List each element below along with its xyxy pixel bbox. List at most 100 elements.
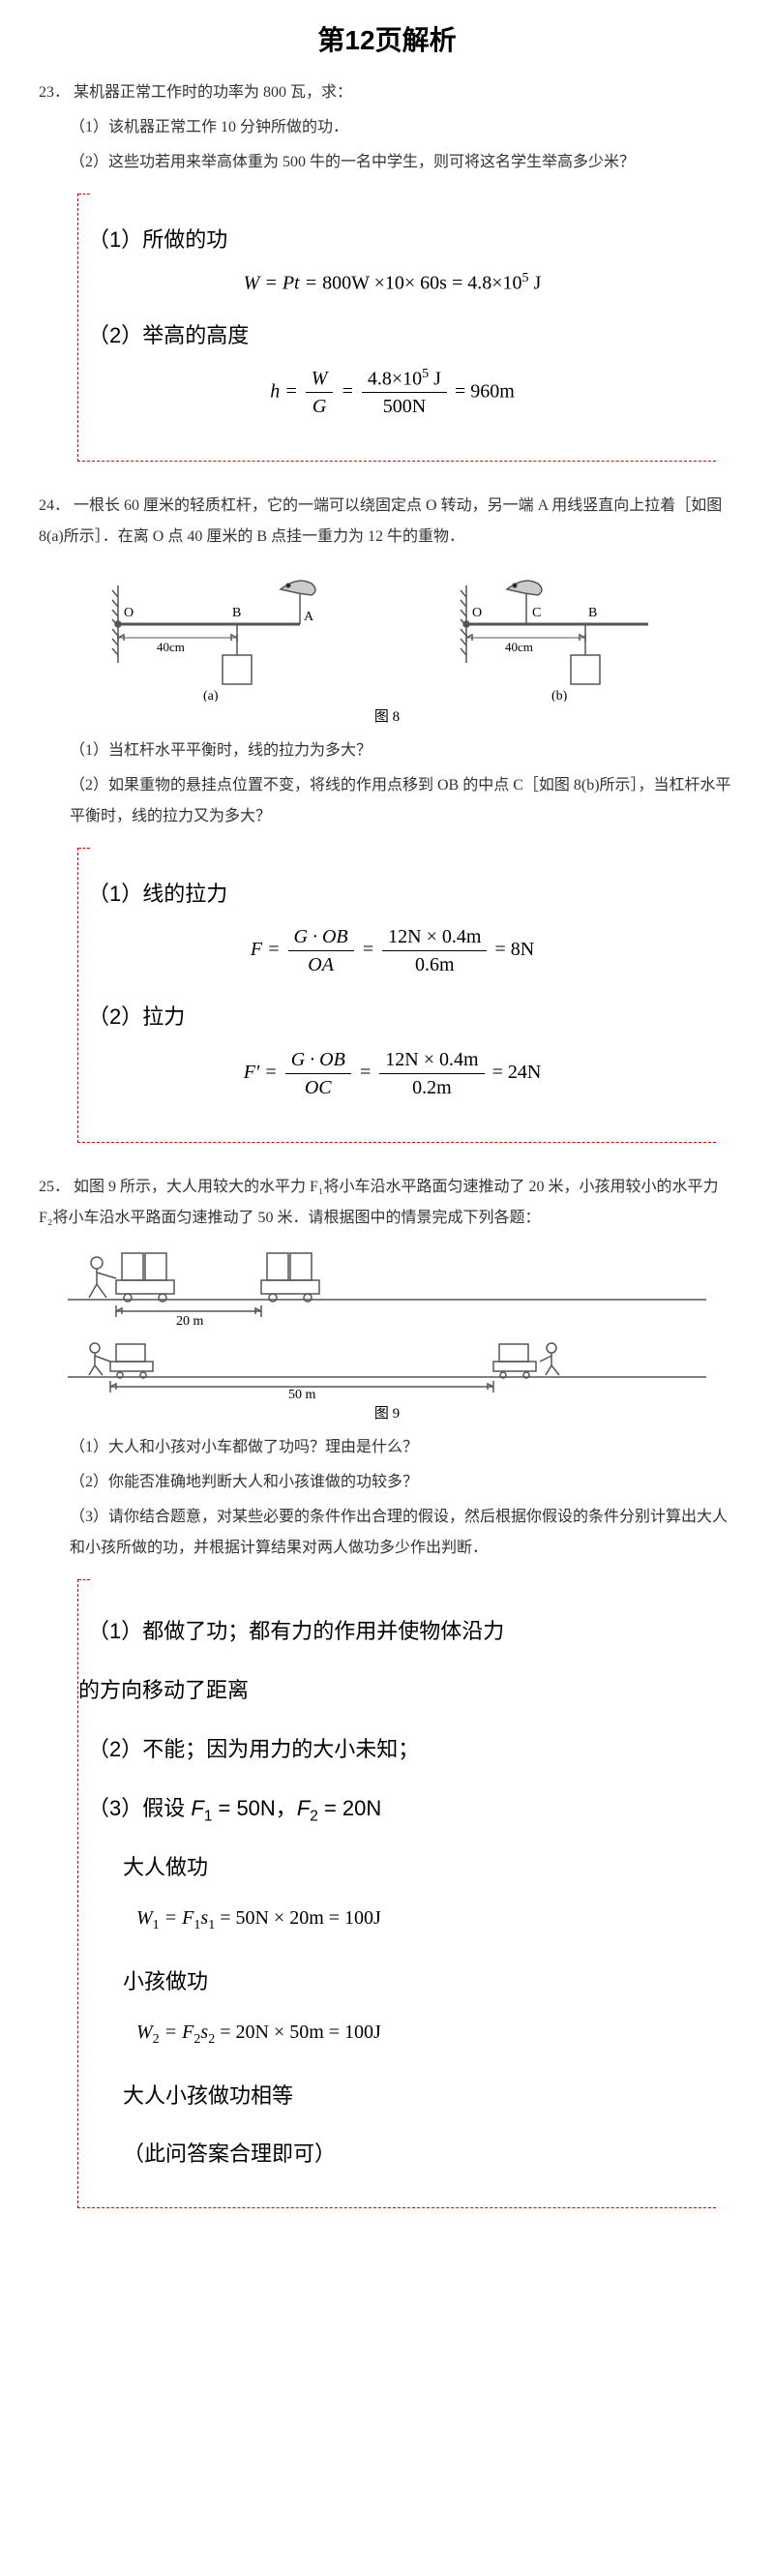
fr: G · OBOA [288,925,354,976]
f-unit: J [529,273,542,294]
fig8b: O C B 40cm (b) [435,566,687,702]
q23-num: 23． [39,84,70,101]
lC: C [532,606,541,620]
fig8-cap: 图 8 [39,705,735,726]
l: F = [251,939,285,960]
eq: = [362,939,380,960]
l-note: （此问答案合理即可） [88,2129,706,2180]
r: = 50N × 20m = 100J [215,1907,381,1929]
n: G · OB [285,1048,351,1074]
f-exp: 5 [522,271,529,285]
w1: W1 = F1s1 = 50N × 20m = 100J [78,1907,706,1933]
fig9-svg: 20 m 50 m [48,1243,726,1398]
d: 500N [362,393,447,418]
v: 4.8×10 [368,368,422,389]
q23-formula2: h = WG = 4.8×105 J500N = 960m [78,367,706,419]
fig8a: O B A 40cm (a) [87,566,339,702]
n: 12N × 0.4m [379,1048,484,1074]
d: 0.2m [379,1074,484,1099]
d1: 20 m [176,1314,204,1329]
d: 0.6m [382,951,487,976]
n: 12N × 0.4m [382,925,487,951]
d2: 50 m [288,1388,316,1398]
f2: F [297,1796,310,1820]
d: G [306,393,334,418]
s: 1 [153,1918,160,1932]
res: = 960m [455,380,515,402]
l-eq: 大人小孩做功相等 [88,2071,706,2122]
lB: B [588,606,597,620]
v2: = 20N [318,1796,381,1820]
q25-answer: （1）都做了功；都有力的作用并使物体沿力 的方向移动了距离 （2）不能；因为用力… [77,1579,716,2208]
s2: 2 [310,1808,318,1824]
fig8-row: O B A 40cm (a) [39,566,735,702]
q23-a2h: （2）举高的高度 [88,318,706,349]
f2-lhs: h = [270,380,303,402]
fr2: 12N × 0.4m0.2m [379,1048,484,1099]
eq: = [341,380,359,402]
q24-answer: （1）线的拉力 F = G · OBOA = 12N × 0.4m0.6m = … [77,848,716,1143]
q24-num: 24． [39,497,70,514]
page-title: 第12页解析 [39,19,735,58]
frac2: 4.8×105 J500N [362,367,447,419]
q25-p1: （1）大人和小孩对小车都做了功吗？理由是什么？ [39,1432,735,1463]
eq: = [359,1062,377,1083]
lA: A [304,610,314,624]
q25-text: 如图 9 所示，大人用较大的水平力 F₁将小车沿水平路面匀速推动了 20 米，小… [39,1179,719,1226]
q24-a1h: （1）线的拉力 [88,877,706,908]
n: W [306,367,334,393]
lO: O [472,606,482,620]
q24-stem: 24．一根长 60 厘米的轻质杠杆，它的一端可以绕固定点 O 转动，另一端 A … [39,491,735,553]
q23-text: 某机器正常工作时的功率为 800 瓦，求： [74,84,352,101]
s: 2 [153,2032,160,2047]
lB: B [232,606,241,620]
fig8b-svg: O C B 40cm (b) [435,566,687,702]
fig9-cap: 图 9 [39,1402,735,1423]
d: OA [288,951,354,976]
q25-num: 25． [39,1179,70,1195]
q25-stem: 25．如图 9 所示，大人用较大的水平力 F₁将小车沿水平路面匀速推动了 20 … [39,1172,735,1234]
q24-a2h: （2）拉力 [88,1000,706,1031]
w: W [136,2022,153,2043]
q23-formula1: W = Pt = 800W ×10× 60s = 4.8×105 J [78,271,706,295]
q24-f2: F' = G · OBOC = 12N × 0.4m0.2m = 24N [78,1048,706,1099]
cap: (a) [203,689,219,702]
q25-a1: （1）都做了功；都有力的作用并使物体沿力 [88,1606,706,1658]
r: = 24N [492,1062,542,1083]
llen: 40cm [157,640,185,654]
q23-stem: 23．某机器正常工作时的功率为 800 瓦，求： [39,77,735,108]
q25-p3: （3）请你结合题意，对某些必要的条件作出合理的假设，然后根据你假设的条件分别计算… [39,1502,735,1564]
w: W [136,1907,153,1929]
q23-answer: （1）所做的功 W = Pt = 800W ×10× 60s = 4.8×105… [77,194,716,462]
r: = 20N × 50m = 100J [215,2022,381,2043]
f-lhs: W = Pt = [244,273,322,294]
q23-p1: （1）该机器正常工作 10 分钟所做的功． [39,112,735,143]
q25-a3: （3）假设 F1 = 50N，F2 = 20N [88,1783,706,1835]
l: F' = [244,1062,283,1083]
d: OC [285,1074,351,1099]
q23-p2: （2）这些功若用来举高体重为 500 牛的一名中学生，则可将这名学生举高多少米？ [39,147,735,178]
q24-text: 一根长 60 厘米的轻质杠杆，它的一端可以绕固定点 O 转动，另一端 A 用线竖… [39,497,722,545]
q25-a2: （2）不能；因为用力的大小未知； [88,1724,706,1776]
r: = 8N [494,939,534,960]
v: = 50N， [212,1796,296,1820]
fr: G · OBOC [285,1048,351,1099]
n: 4.8×105 J [362,367,447,394]
l-adult: 大人做功 [88,1842,706,1894]
q24-p1: （1）当杠杆水平平衡时，线的拉力为多大？ [39,735,735,766]
lO: O [124,606,134,620]
frac1: WG [306,367,334,418]
f-mid: 800W ×10× 60s = 4.8×10 [322,273,521,294]
fig8a-svg: O B A 40cm (a) [87,566,339,702]
fig9: 20 m 50 m 图 9 [39,1243,735,1423]
fr2: 12N × 0.4m0.6m [382,925,487,976]
n: G · OB [288,925,354,951]
e: = F [160,1907,194,1929]
q24-f1: F = G · OBOA = 12N × 0.4m0.6m = 8N [78,925,706,976]
q23-a1h: （1）所做的功 [88,223,706,254]
cap: (b) [551,689,568,702]
t: （3）假设 [88,1796,191,1820]
l-child: 小孩做功 [88,1957,706,2008]
e: = F [160,2022,194,2043]
llen: 40cm [505,640,533,654]
